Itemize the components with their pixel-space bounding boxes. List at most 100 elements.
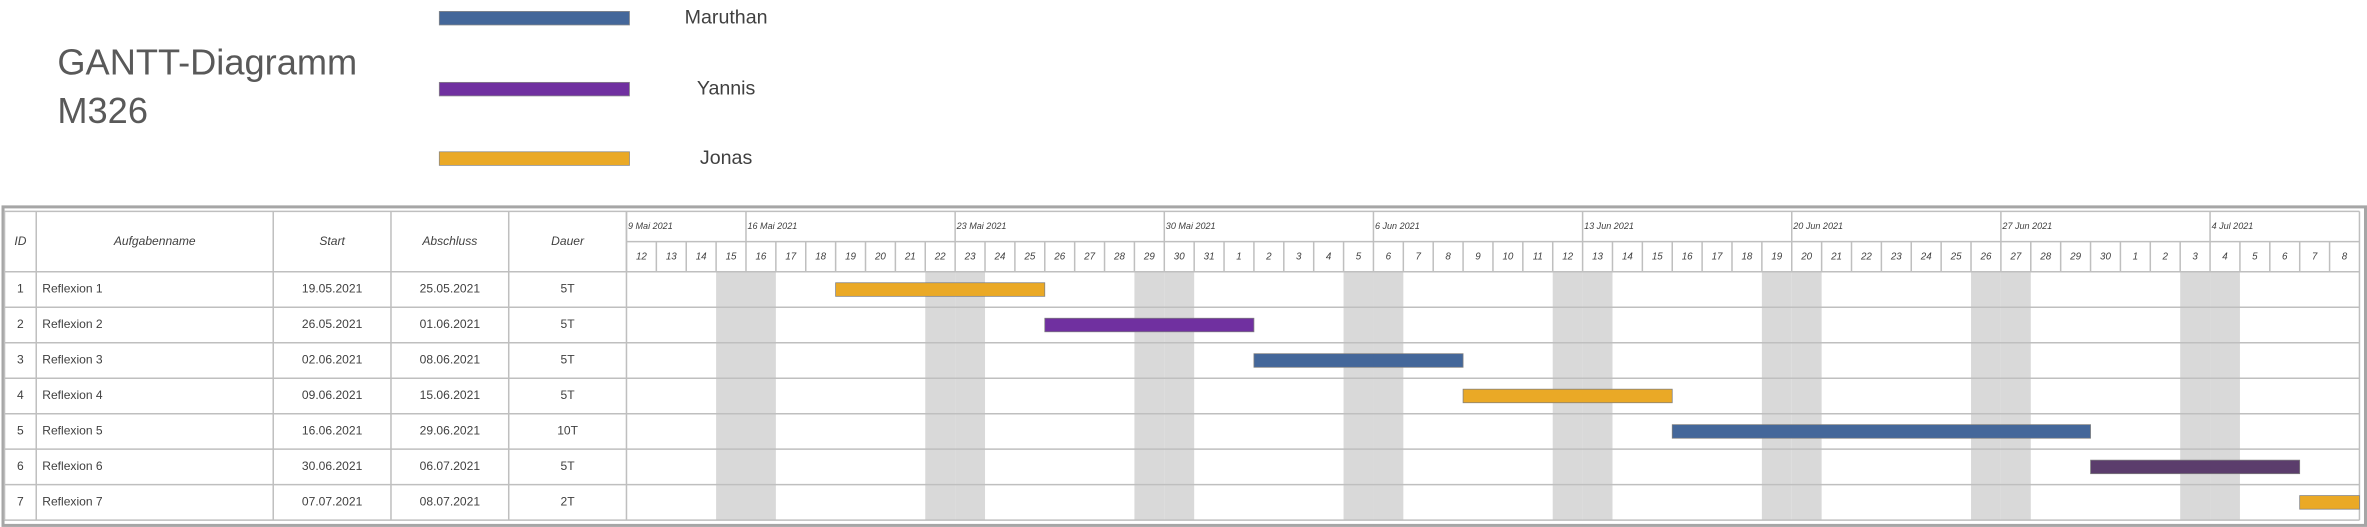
day-label: 21 <box>1830 251 1842 262</box>
cell-id: 6 <box>17 459 24 473</box>
day-label: 4 <box>2222 251 2228 262</box>
column-header: Abschluss <box>421 234 477 248</box>
cell-start: 09.06.2021 <box>302 388 363 402</box>
week-label: 23 Mai 2021 <box>956 221 1007 231</box>
cell-name: Reflexion 7 <box>42 495 103 509</box>
column-header: ID <box>14 234 26 248</box>
cell-id: 2 <box>17 317 24 331</box>
day-label: 3 <box>1296 251 1302 262</box>
day-label: 18 <box>1741 251 1752 262</box>
weekend-shade <box>1373 271 1404 521</box>
day-label: 13 <box>1592 251 1603 262</box>
task-bar <box>1044 317 1255 333</box>
cell-duration: 10T <box>557 424 578 438</box>
day-label: 28 <box>1113 251 1125 262</box>
cell-end: 29.06.2021 <box>420 424 481 438</box>
day-label: 23 <box>1890 251 1902 262</box>
legend-label: Jonas <box>700 147 753 169</box>
day-label: 8 <box>2342 251 2348 262</box>
cell-end: 08.06.2021 <box>420 353 481 367</box>
week-label: 13 Jun 2021 <box>1584 221 1634 231</box>
day-label: 7 <box>1416 251 1422 262</box>
cell-start: 19.05.2021 <box>302 282 363 296</box>
cell-id: 1 <box>17 282 24 296</box>
cell-id: 7 <box>17 495 24 509</box>
day-label: 14 <box>1622 251 1633 262</box>
title: M326 <box>57 90 148 131</box>
day-label: 16 <box>755 251 766 262</box>
day-label: 2 <box>1265 251 1272 262</box>
task-bar <box>1253 353 1464 368</box>
weekend-shade <box>955 271 986 521</box>
weekend-shade <box>2000 271 2031 521</box>
day-label: 27 <box>2009 251 2021 262</box>
cell-end: 01.06.2021 <box>420 317 481 331</box>
day-label: 5 <box>2252 251 2258 262</box>
table-frame <box>1 205 2367 527</box>
day-label: 29 <box>1143 251 1155 262</box>
day-label: 8 <box>1445 251 1451 262</box>
day-label: 30 <box>2100 251 2111 262</box>
task-bar <box>1671 424 2091 439</box>
day-label: 2 <box>2162 251 2169 262</box>
day-label: 12 <box>636 251 647 262</box>
day-label: 22 <box>934 251 946 262</box>
day-label: 17 <box>1712 251 1723 262</box>
day-label: 21 <box>904 251 916 262</box>
day-label: 12 <box>1562 251 1573 262</box>
day-label: 1 <box>2133 251 2138 262</box>
day-label: 16 <box>1682 251 1693 262</box>
cell-name: Reflexion 5 <box>42 424 103 438</box>
week-label: 16 Mai 2021 <box>747 221 797 231</box>
legend-swatch <box>438 151 630 166</box>
legend-label: Yannis <box>697 77 756 99</box>
day-label: 15 <box>1652 251 1663 262</box>
day-label: 26 <box>1980 251 1992 262</box>
title: GANTT-Diagramm <box>57 42 357 83</box>
cell-start: 07.07.2021 <box>302 495 363 509</box>
day-label: 25 <box>1023 251 1035 262</box>
day-label: 5 <box>1356 251 1362 262</box>
weekend-shade <box>1343 271 1374 521</box>
day-label: 28 <box>2039 251 2051 262</box>
day-label: 6 <box>1386 251 1392 262</box>
day-label: 31 <box>1204 251 1215 262</box>
day-label: 24 <box>994 251 1006 262</box>
day-label: 23 <box>964 251 976 262</box>
legend-swatch <box>438 81 630 97</box>
cell-id: 4 <box>17 388 24 402</box>
weekend-shade <box>716 271 746 521</box>
day-label: 24 <box>1920 251 1932 262</box>
cell-duration: 5T <box>561 353 576 367</box>
week-label: 9 Mai 2021 <box>628 221 673 231</box>
day-label: 17 <box>785 251 796 262</box>
weekend-shade <box>1164 271 1195 521</box>
day-label: 6 <box>2282 251 2288 262</box>
cell-start: 30.06.2021 <box>302 459 363 473</box>
day-label: 27 <box>1083 251 1095 262</box>
cell-name: Reflexion 6 <box>42 459 103 473</box>
weekend-shade <box>2180 271 2211 521</box>
day-label: 11 <box>1533 251 1543 262</box>
cell-end: 06.07.2021 <box>420 459 481 473</box>
day-label: 18 <box>815 251 826 262</box>
day-label: 1 <box>1236 251 1241 262</box>
cell-duration: 5T <box>561 459 576 473</box>
day-label: 20 <box>1800 251 1812 262</box>
task-bar <box>2090 459 2301 475</box>
cell-duration: 5T <box>561 388 576 402</box>
cell-end: 25.05.2021 <box>420 282 481 296</box>
day-label: 19 <box>1771 251 1782 262</box>
day-label: 30 <box>1174 251 1185 262</box>
cell-duration: 5T <box>561 317 576 331</box>
week-label: 4 Jul 2021 <box>2212 221 2254 231</box>
weekend-shade <box>925 271 956 521</box>
cell-name: Reflexion 3 <box>42 353 103 367</box>
weekend-shade <box>1971 271 2001 521</box>
day-label: 10 <box>1502 251 1513 262</box>
cell-start: 16.06.2021 <box>302 424 363 438</box>
column-header: Dauer <box>551 234 585 248</box>
legend-swatch <box>438 11 630 26</box>
